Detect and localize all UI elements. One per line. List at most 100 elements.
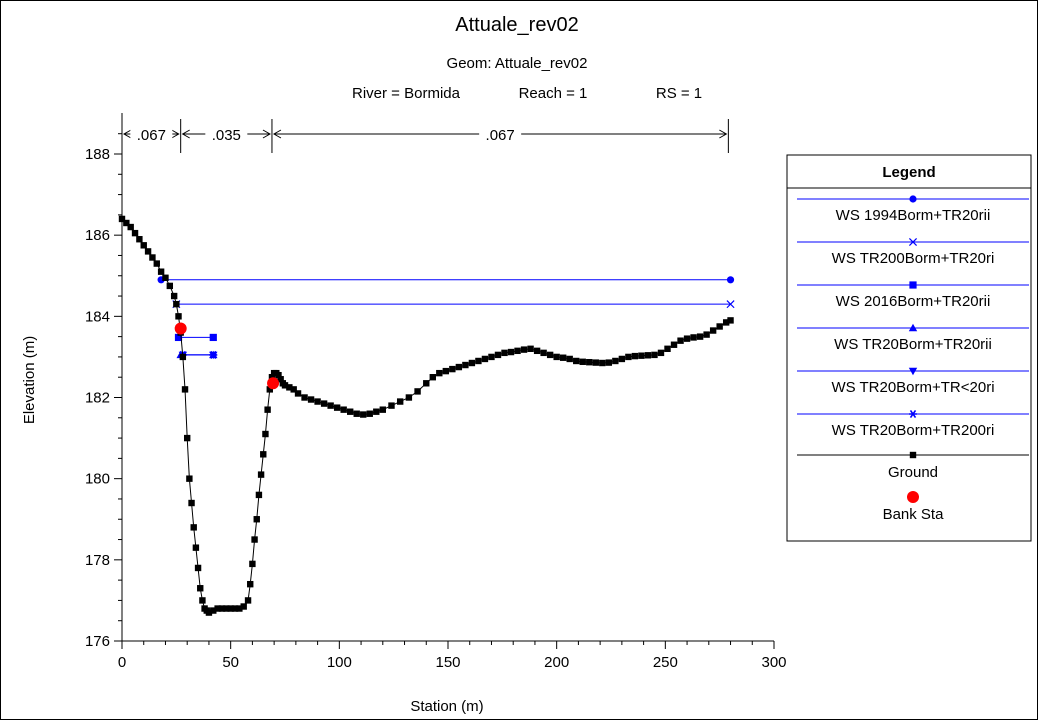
ground-point <box>360 411 367 418</box>
ground-point <box>709 327 717 334</box>
mannings-label-bg <box>130 124 173 144</box>
ground-point <box>184 434 191 442</box>
ground-point <box>190 524 197 531</box>
ground-point <box>494 351 502 359</box>
legend-label: WS TR20Borm+TR200ri <box>832 422 995 439</box>
mannings-arrow-head <box>171 129 180 139</box>
ground-point <box>301 394 308 401</box>
ground-point <box>612 357 619 365</box>
ground-point <box>449 365 456 373</box>
ground-point <box>414 388 421 395</box>
x-tick-label: 300 <box>761 654 786 671</box>
ground-point <box>353 410 360 417</box>
ground-point <box>127 223 134 231</box>
ground-point <box>214 605 221 612</box>
ground-point <box>240 603 247 610</box>
ground-point <box>277 376 284 383</box>
y-tick-label: 182 <box>85 390 110 407</box>
legend-label: WS 1994Borm+TR20rii <box>836 207 991 224</box>
legend-marker <box>908 237 918 247</box>
y-tick-label: 178 <box>85 552 110 569</box>
ground-point <box>605 359 613 366</box>
water-surfaces <box>157 276 735 360</box>
ground-point <box>186 475 193 482</box>
ground-point <box>253 516 260 523</box>
ground-point <box>501 349 508 357</box>
legend-marker <box>909 409 917 419</box>
ground-point <box>275 371 282 379</box>
ground-point <box>170 292 178 300</box>
bank-station-point <box>267 377 280 390</box>
ground-point <box>429 374 436 381</box>
ground-point <box>657 349 665 357</box>
ground-point <box>181 386 189 393</box>
ground-point <box>294 390 302 397</box>
legend-label: Bank Sta <box>883 506 945 523</box>
water-surface-point <box>726 300 735 309</box>
ground-point <box>631 352 639 360</box>
ground-point <box>625 353 632 361</box>
ground-point <box>340 406 347 413</box>
ground-point <box>468 359 476 367</box>
ground-point <box>188 499 195 507</box>
ground-point <box>281 382 289 389</box>
legend-marker <box>909 281 917 289</box>
water-surface-point <box>209 350 218 359</box>
ground-point <box>179 353 187 361</box>
y-tick-label: 188 <box>85 146 110 163</box>
ground-point <box>231 605 239 612</box>
bank-stations <box>174 322 280 390</box>
mannings-arrow-head <box>122 129 132 139</box>
ground-point <box>157 268 165 275</box>
axis-ticks: 176 178 180 182 184 186 188 0 50 100 150 200 250 300 <box>85 133 787 671</box>
ground-point <box>153 260 160 267</box>
water-surface-point <box>174 333 183 342</box>
mannings-n-annotations: .067 .035 .067 <box>121 119 729 153</box>
ground-point <box>199 597 206 604</box>
legend-marker <box>909 195 917 203</box>
ground-point <box>462 361 469 369</box>
ground-point <box>249 560 256 568</box>
ground-point <box>290 386 297 393</box>
x-tick-label: 100 <box>327 654 352 671</box>
ground-point <box>327 402 334 409</box>
ground-point <box>251 536 258 543</box>
ground-point <box>333 404 341 411</box>
ground-point <box>618 355 626 363</box>
ground-point <box>573 357 580 365</box>
ground-point <box>266 386 273 393</box>
mannings-label: .035 <box>212 127 241 144</box>
ground-point <box>244 597 252 604</box>
ground-point <box>507 348 515 356</box>
ground-line <box>121 218 731 614</box>
water-surface-point <box>209 333 217 342</box>
ground-point <box>599 359 606 367</box>
ground-point <box>255 491 263 499</box>
mannings-arrow-head <box>719 129 728 139</box>
y-tick-label: 180 <box>85 471 110 488</box>
ground-point <box>307 396 315 403</box>
ground-point <box>638 352 645 359</box>
mannings-label: .067 <box>486 127 515 144</box>
ground-point <box>677 337 684 344</box>
ground-point <box>683 335 691 342</box>
ground-point <box>475 357 482 365</box>
mannings-label: .067 <box>137 127 166 144</box>
legend-box <box>786 154 1032 542</box>
ground-point <box>586 358 593 366</box>
ground-point <box>192 544 200 551</box>
ground-point <box>175 313 182 320</box>
ground-point <box>533 347 541 355</box>
ground-point <box>436 369 443 377</box>
chart-subtitle: Geom: Attuale_rev02 <box>447 55 588 72</box>
ground-point <box>651 351 658 359</box>
ground-point <box>366 410 373 417</box>
ground-point <box>210 607 217 614</box>
ground-point <box>260 451 267 458</box>
legend-marker <box>907 491 919 503</box>
x-tick-label: 200 <box>544 654 569 671</box>
ground-point <box>320 400 328 407</box>
ground-point <box>664 345 671 352</box>
